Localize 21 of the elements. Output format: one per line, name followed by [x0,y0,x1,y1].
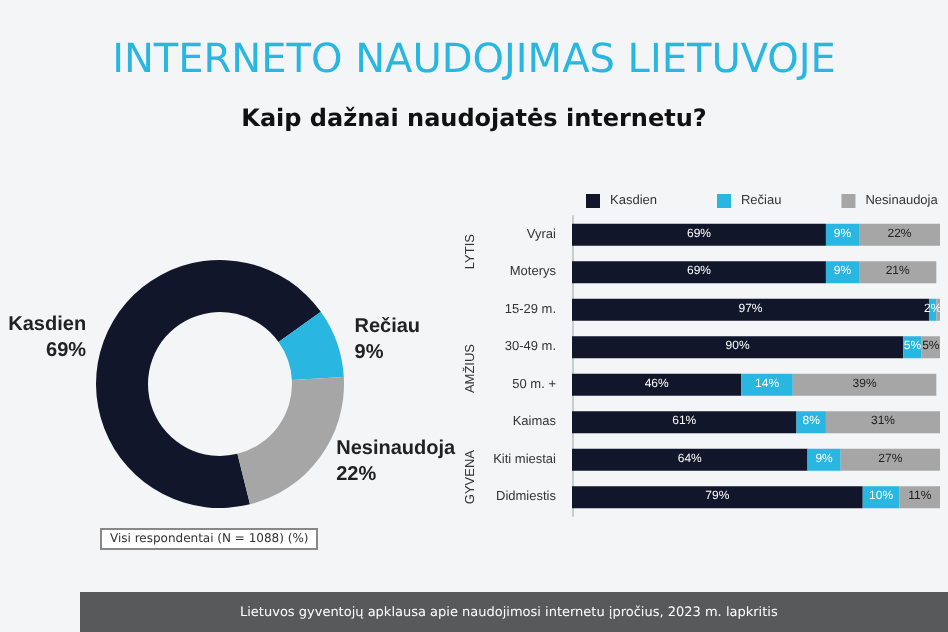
chart-title: INTERNETO NAUDOJIMAS LIETUVOJE [112,34,836,82]
bar [572,448,808,471]
slice-label: Nesinaudoja [336,438,457,461]
data-label: 9% [354,342,384,365]
bar [792,373,937,396]
bar [572,223,826,246]
bar [572,336,904,359]
slice-label: Rečiau [354,316,421,339]
slice-label: Kasdien [8,314,87,337]
bar [859,223,940,246]
bar [572,486,863,509]
bar [825,411,940,434]
bar [840,448,940,471]
bar [572,261,826,284]
data-label: 22% [336,464,377,487]
bar [741,373,793,396]
bar [572,411,797,434]
bar [572,373,742,396]
data-label: 69% [46,340,87,363]
bar [859,261,937,284]
chart-subtitle: Kaip dažnai naudojatės internetu? [241,104,707,132]
